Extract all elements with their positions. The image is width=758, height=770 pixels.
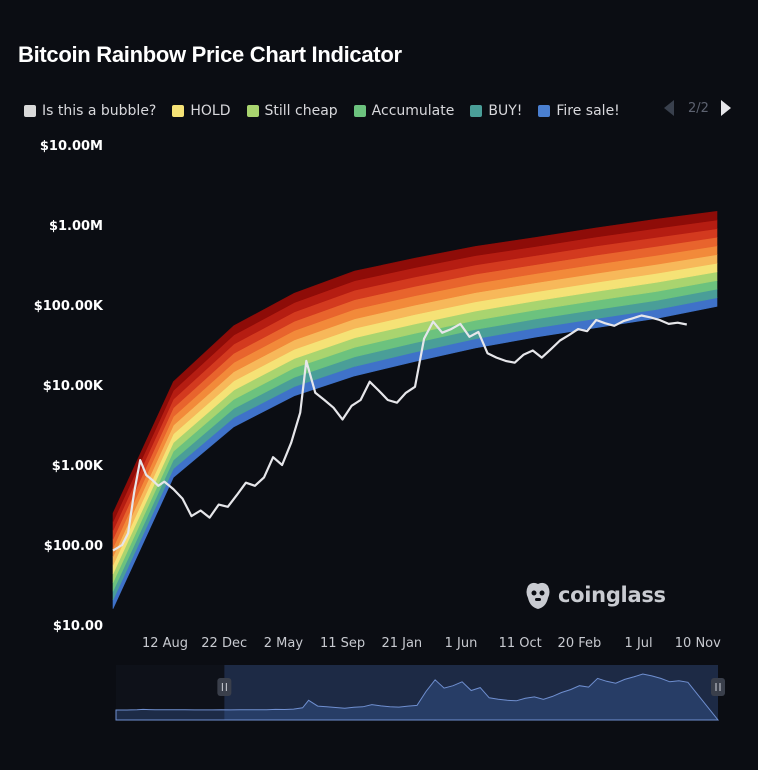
x-tick-label: 12 Aug bbox=[142, 636, 188, 651]
legend-pager: 2/2 bbox=[664, 100, 731, 116]
watermark: coinglass bbox=[524, 580, 666, 610]
y-tick-label: $10.00K bbox=[43, 379, 104, 394]
y-tick-label: $100.00 bbox=[44, 539, 103, 554]
legend-item-accumulate[interactable]: Accumulate bbox=[353, 103, 455, 119]
y-tick-label: $10.00 bbox=[53, 619, 103, 634]
legend-swatch bbox=[538, 105, 551, 117]
navigator-area bbox=[115, 673, 720, 721]
x-tick-label: 21 Jan bbox=[381, 636, 422, 651]
watermark-text: coinglass bbox=[558, 583, 666, 607]
x-tick-label: 1 Jun bbox=[445, 636, 478, 651]
chart-title: Bitcoin Rainbow Price Chart Indicator bbox=[18, 42, 402, 67]
legend-swatch bbox=[470, 105, 483, 117]
legend-label: Is this a bubble? bbox=[42, 103, 157, 119]
x-tick-label: 22 Dec bbox=[201, 636, 247, 651]
legend-item-bubble[interactable]: Is this a bubble? bbox=[24, 103, 156, 119]
y-tick-label: $100.00K bbox=[34, 299, 104, 314]
rainbow-bands bbox=[112, 211, 718, 609]
navigator-selection bbox=[224, 665, 719, 720]
legend-label: HOLD bbox=[190, 103, 231, 119]
x-tick-label: 20 Feb bbox=[558, 636, 602, 651]
price-series bbox=[112, 314, 688, 552]
legend-swatch bbox=[246, 105, 259, 117]
coinglass-logo-icon bbox=[526, 582, 550, 609]
pager-prev-icon[interactable] bbox=[664, 100, 674, 116]
x-tick-label: 11 Sep bbox=[320, 636, 365, 651]
x-tick-label: 2 May bbox=[264, 636, 304, 651]
x-tick-label: 1 Jul bbox=[625, 636, 653, 651]
legend-swatch bbox=[353, 105, 366, 117]
pager-next-icon[interactable] bbox=[720, 100, 731, 116]
legend-swatch bbox=[172, 105, 185, 117]
x-tick-label: 10 Nov bbox=[675, 636, 721, 651]
y-tick-label: $10.00M bbox=[40, 139, 103, 154]
legend: Is this a bubble? HOLD Still cheap Accum… bbox=[24, 102, 636, 120]
legend-item-buy[interactable]: BUY! bbox=[470, 103, 522, 119]
pager-text: 2/2 bbox=[688, 100, 709, 116]
legend-label: Still cheap bbox=[264, 103, 338, 119]
navigator bbox=[115, 665, 725, 721]
rainbow-band-10 bbox=[112, 211, 718, 522]
legend-swatch bbox=[24, 105, 36, 117]
y-axis: $10.00 $100.00 $1.00K $10.00K $100.00K $1.00M… bbox=[34, 139, 104, 634]
x-tick-label: 11 Oct bbox=[499, 636, 542, 651]
legend-item-hold[interactable]: HOLD bbox=[172, 103, 231, 119]
navigator-handle-left[interactable] bbox=[217, 678, 232, 696]
legend-item-still-cheap[interactable]: Still cheap bbox=[246, 103, 338, 119]
y-tick-label: $1.00M bbox=[49, 219, 103, 234]
legend-label: BUY! bbox=[488, 103, 523, 119]
x-axis: 12 Aug 22 Dec 2 May 11 Sep 21 Jan 1 Jun 11 Oct… bbox=[142, 636, 721, 651]
y-tick-label: $1.00K bbox=[52, 459, 104, 474]
navigator-handle-right[interactable] bbox=[711, 678, 725, 696]
legend-label: Fire sale! bbox=[556, 103, 620, 119]
price-line bbox=[112, 314, 688, 552]
legend-label: Accumulate bbox=[371, 103, 455, 119]
legend-item-fire-sale[interactable]: Fire sale! bbox=[538, 103, 620, 119]
